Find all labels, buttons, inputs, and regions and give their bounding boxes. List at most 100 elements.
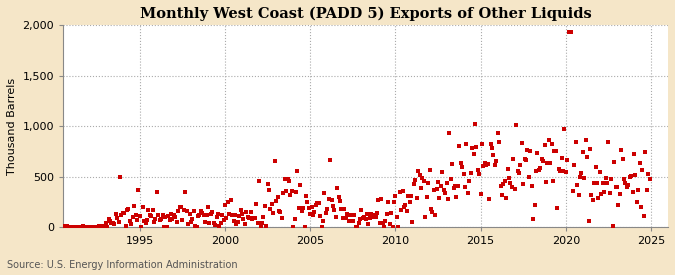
Point <box>95 224 105 229</box>
Point <box>555 169 566 173</box>
Point <box>551 149 562 153</box>
Point <box>562 158 572 162</box>
Point <box>569 163 580 167</box>
Point <box>264 188 275 192</box>
Point <box>560 170 571 175</box>
Point <box>510 187 520 191</box>
Point <box>640 149 651 154</box>
Point <box>512 169 523 173</box>
Point <box>123 207 134 211</box>
Point <box>155 218 165 222</box>
Point <box>417 176 428 180</box>
Point <box>62 224 73 229</box>
Point <box>258 214 269 219</box>
Point <box>502 167 513 171</box>
Point <box>272 194 283 199</box>
Point <box>246 217 257 221</box>
Point <box>231 221 242 226</box>
Point <box>464 179 475 184</box>
Point <box>165 211 176 216</box>
Point <box>261 224 271 228</box>
Point <box>116 213 127 217</box>
Point <box>200 219 211 224</box>
Point <box>407 220 418 224</box>
Point <box>90 225 101 229</box>
Point <box>392 215 402 219</box>
Point <box>389 200 400 204</box>
Point <box>78 224 88 228</box>
Point <box>96 225 107 229</box>
Point <box>624 174 635 179</box>
Point <box>143 208 154 213</box>
Point <box>641 188 652 192</box>
Point <box>134 214 145 219</box>
Point <box>250 216 261 220</box>
Point <box>528 217 539 221</box>
Point <box>387 225 398 229</box>
Point <box>377 221 388 226</box>
Point <box>74 224 84 229</box>
Point <box>583 219 594 224</box>
Point <box>485 142 496 146</box>
Point <box>474 172 485 176</box>
Point <box>138 218 149 223</box>
Point <box>538 159 549 163</box>
Point <box>545 161 556 165</box>
Point <box>610 184 621 189</box>
Point <box>285 193 296 197</box>
Point <box>124 219 135 223</box>
Point <box>259 204 270 208</box>
Point <box>273 208 284 213</box>
Point <box>61 225 72 229</box>
Point <box>129 204 140 208</box>
Point <box>105 219 115 224</box>
Point <box>103 216 114 221</box>
Point <box>176 205 186 209</box>
Point <box>447 161 458 166</box>
Point <box>346 219 357 223</box>
Point <box>144 212 155 217</box>
Point <box>644 177 655 181</box>
Point <box>559 126 570 131</box>
Point <box>178 208 189 213</box>
Point <box>633 187 644 192</box>
Point <box>322 207 333 211</box>
Point <box>55 225 65 229</box>
Point <box>86 225 97 229</box>
Point <box>549 149 560 153</box>
Point <box>310 203 321 207</box>
Point <box>69 225 80 229</box>
Point <box>51 225 61 229</box>
Point <box>113 220 124 224</box>
Point <box>267 202 277 206</box>
Point <box>552 205 563 210</box>
Point <box>570 140 581 145</box>
Point <box>425 207 436 211</box>
Point <box>130 212 141 217</box>
Point <box>332 186 343 190</box>
Point <box>339 207 350 211</box>
Point <box>376 197 387 202</box>
Point <box>271 199 281 204</box>
Point <box>461 142 472 146</box>
Point <box>262 182 273 186</box>
Point <box>434 196 445 200</box>
Point <box>433 180 443 184</box>
Point <box>248 216 259 220</box>
Point <box>620 181 631 185</box>
Point <box>643 172 653 176</box>
Point <box>460 185 470 189</box>
Point <box>363 221 374 226</box>
Point <box>236 208 246 212</box>
Point <box>390 194 401 199</box>
Point <box>375 221 385 225</box>
Point <box>303 206 314 210</box>
Point <box>402 209 412 213</box>
Point <box>49 224 60 229</box>
Point <box>224 212 235 216</box>
Point <box>384 222 395 226</box>
Point <box>80 224 91 229</box>
Point <box>586 192 597 197</box>
Point <box>532 150 543 155</box>
Point <box>628 152 639 156</box>
